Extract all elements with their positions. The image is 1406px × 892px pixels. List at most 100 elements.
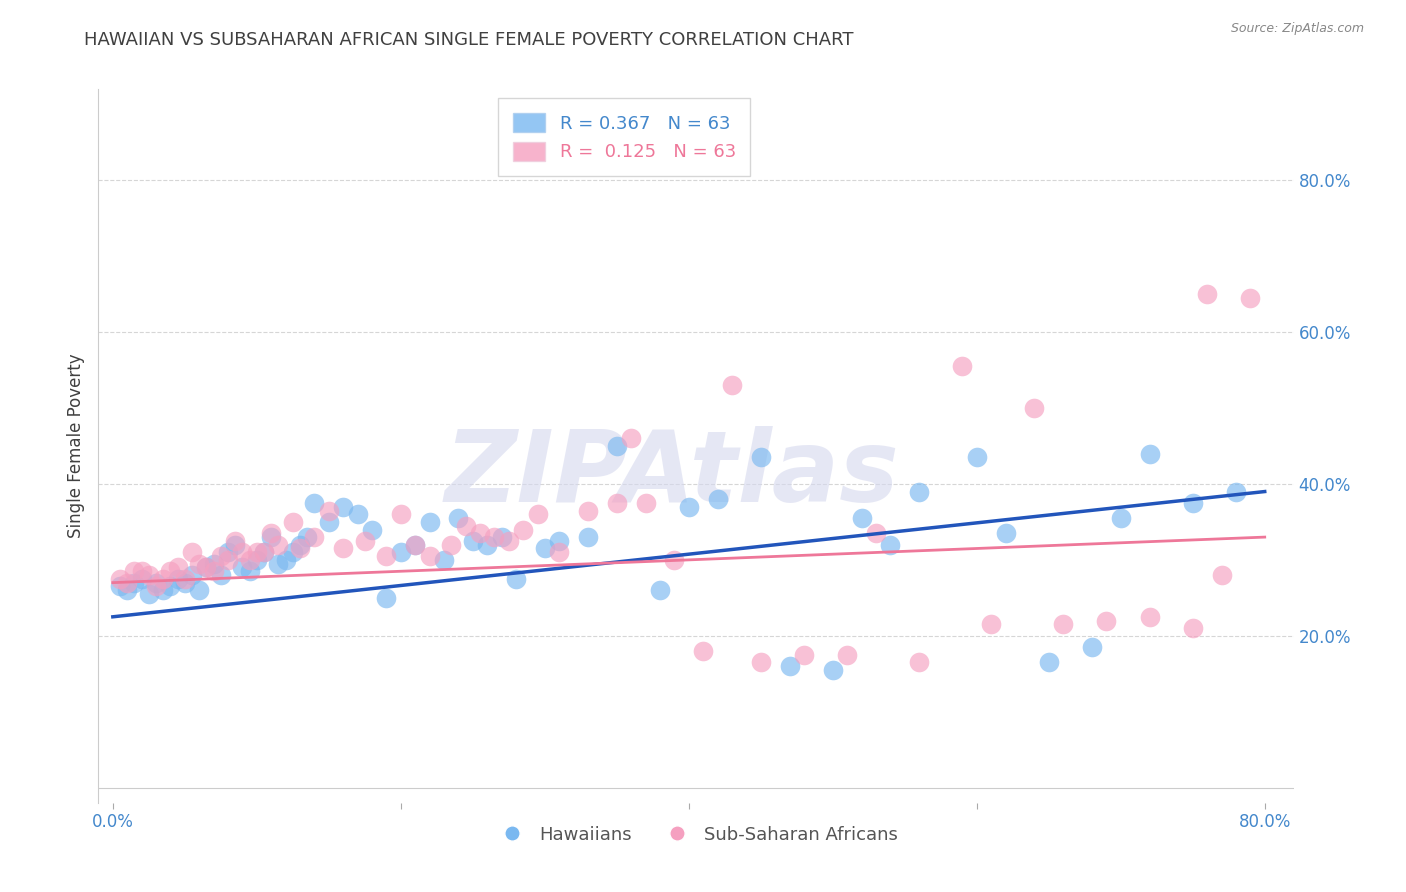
Point xyxy=(1109,511,1132,525)
Point xyxy=(837,648,859,662)
Point xyxy=(138,568,160,582)
Point xyxy=(239,553,262,567)
Point xyxy=(253,545,276,559)
Point xyxy=(375,549,398,563)
Point xyxy=(239,564,262,578)
Point xyxy=(1239,291,1261,305)
Point xyxy=(131,572,153,586)
Point xyxy=(512,523,534,537)
Point xyxy=(138,587,160,601)
Point xyxy=(692,644,714,658)
Point xyxy=(851,511,873,525)
Point xyxy=(231,545,253,559)
Point xyxy=(678,500,700,514)
Point xyxy=(779,659,801,673)
Point xyxy=(498,533,520,548)
Point xyxy=(124,575,146,590)
Point xyxy=(318,503,340,517)
Point xyxy=(505,572,527,586)
Point xyxy=(620,431,643,445)
Point xyxy=(606,496,628,510)
Point xyxy=(548,533,571,548)
Point xyxy=(606,439,628,453)
Point xyxy=(108,572,131,586)
Point xyxy=(288,538,311,552)
Point xyxy=(1139,609,1161,624)
Point xyxy=(217,553,239,567)
Point xyxy=(1225,484,1247,499)
Point xyxy=(166,560,188,574)
Point xyxy=(461,533,484,548)
Point xyxy=(304,530,326,544)
Point xyxy=(375,591,398,605)
Point xyxy=(145,579,167,593)
Point xyxy=(865,526,887,541)
Point xyxy=(188,583,211,598)
Point xyxy=(267,538,290,552)
Point xyxy=(145,575,167,590)
Point xyxy=(634,496,657,510)
Point xyxy=(353,533,375,548)
Point xyxy=(288,541,311,556)
Point xyxy=(246,545,269,559)
Point xyxy=(195,560,218,574)
Point xyxy=(994,526,1017,541)
Point xyxy=(131,564,153,578)
Point xyxy=(484,530,506,544)
Text: HAWAIIAN VS SUBSAHARAN AFRICAN SINGLE FEMALE POVERTY CORRELATION CHART: HAWAIIAN VS SUBSAHARAN AFRICAN SINGLE FE… xyxy=(84,31,853,49)
Point xyxy=(159,564,181,578)
Point xyxy=(664,553,686,567)
Point xyxy=(181,568,204,582)
Point xyxy=(1095,614,1118,628)
Point xyxy=(721,378,744,392)
Point xyxy=(217,545,239,559)
Point xyxy=(166,572,188,586)
Text: Source: ZipAtlas.com: Source: ZipAtlas.com xyxy=(1230,22,1364,36)
Point xyxy=(281,515,304,529)
Point xyxy=(202,564,225,578)
Point xyxy=(304,496,326,510)
Point xyxy=(576,530,599,544)
Point xyxy=(253,545,276,559)
Point xyxy=(1038,656,1060,670)
Point xyxy=(173,572,195,586)
Point xyxy=(202,557,225,571)
Point xyxy=(281,545,304,559)
Point xyxy=(332,500,354,514)
Point xyxy=(1181,621,1204,635)
Point xyxy=(152,583,174,598)
Point xyxy=(115,583,138,598)
Point xyxy=(188,557,211,571)
Point xyxy=(440,538,463,552)
Point xyxy=(454,518,477,533)
Y-axis label: Single Female Poverty: Single Female Poverty xyxy=(66,354,84,538)
Point xyxy=(1211,568,1233,582)
Point xyxy=(152,572,174,586)
Point xyxy=(1197,287,1219,301)
Point xyxy=(318,515,340,529)
Point xyxy=(1081,640,1104,655)
Point xyxy=(260,530,283,544)
Point xyxy=(195,560,218,574)
Point xyxy=(648,583,671,598)
Point xyxy=(231,560,253,574)
Point xyxy=(793,648,815,662)
Point xyxy=(115,575,138,590)
Point xyxy=(706,492,728,507)
Point xyxy=(209,549,232,563)
Point xyxy=(821,663,844,677)
Point xyxy=(1052,617,1074,632)
Point xyxy=(433,553,456,567)
Point xyxy=(246,553,269,567)
Text: ZIPAtlas: ZIPAtlas xyxy=(444,426,900,523)
Point xyxy=(404,538,426,552)
Point xyxy=(468,526,491,541)
Point xyxy=(389,508,412,522)
Point xyxy=(224,538,246,552)
Point xyxy=(419,549,441,563)
Legend: Hawaiians, Sub-Saharan Africans: Hawaiians, Sub-Saharan Africans xyxy=(486,819,905,851)
Point xyxy=(548,545,571,559)
Point xyxy=(966,450,988,465)
Point xyxy=(477,538,499,552)
Point xyxy=(447,511,470,525)
